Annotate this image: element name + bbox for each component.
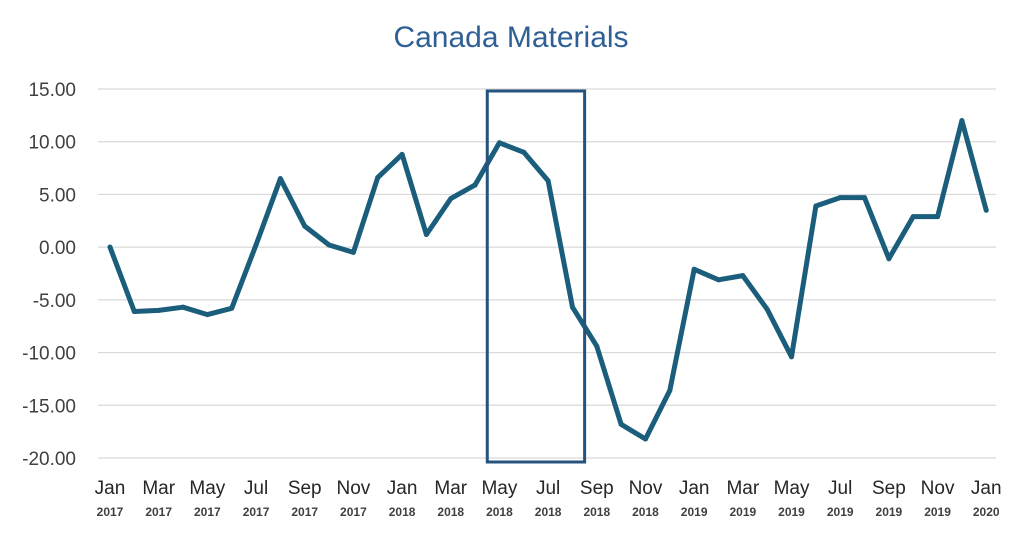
x-tick-year-label: 2018 [389, 505, 416, 519]
data-point [910, 214, 916, 220]
gridlines [98, 88, 996, 459]
y-tick-label: 5.00 [39, 185, 76, 206]
x-tick-year-label: 2018 [632, 505, 659, 519]
data-point [740, 273, 746, 279]
data-point [959, 118, 965, 124]
x-tick-year-label: 2017 [340, 505, 367, 519]
x-tick-year-label: 2017 [194, 505, 221, 519]
data-point [862, 195, 868, 201]
data-point [253, 242, 259, 248]
data-point [545, 178, 551, 184]
y-tick-label: -10.00 [22, 344, 76, 365]
x-tick-month-label: May [189, 478, 225, 499]
data-point [837, 195, 843, 201]
data-point [131, 308, 137, 314]
y-tick-label: -15.00 [22, 396, 76, 417]
y-tick-label: -5.00 [33, 291, 76, 312]
x-axis-tick-labels: Jan 2017 Mar 2017 May 2017 Jul 2017 Sep 2017 Nov 20… [95, 478, 1002, 519]
x-tick-year-label: 2019 [827, 505, 854, 519]
data-point [667, 388, 673, 394]
x-tick-year-label: 2019 [729, 505, 756, 519]
x-tick-month-label: Mar [726, 478, 759, 499]
x-tick-year-label: 2018 [486, 505, 513, 519]
x-tick-month-label: Sep [580, 478, 614, 499]
data-point [569, 304, 575, 310]
x-tick-month-label: Mar [142, 478, 175, 499]
x-tick-year-label: 2017 [291, 505, 318, 519]
data-point [886, 256, 892, 262]
data-point [642, 436, 648, 442]
x-tick-year-label: 2017 [145, 505, 172, 519]
x-tick-year-label: 2019 [778, 505, 805, 519]
data-point [594, 343, 600, 349]
data-point [204, 312, 210, 318]
data-point [350, 249, 356, 255]
data-point [156, 307, 162, 313]
highlight-layer [485, 89, 587, 464]
x-tick-month-label: Mar [434, 478, 467, 499]
x-tick-month-label: Nov [629, 478, 663, 499]
series-line [107, 118, 989, 442]
data-point [472, 182, 478, 188]
data-point [496, 140, 502, 146]
y-axis-tick-labels: 15.00 10.00 5.00 0.00 -5.00 -10.00 -15.00 -20.0… [22, 80, 76, 470]
data-point [521, 149, 527, 155]
x-tick-month-label: Jul [244, 478, 268, 499]
data-point [180, 304, 186, 310]
x-tick-year-label: 2018 [583, 505, 610, 519]
y-tick-label: 15.00 [28, 80, 76, 101]
data-point [448, 196, 454, 202]
data-point [277, 176, 283, 182]
data-point [813, 203, 819, 209]
x-tick-month-label: Jul [828, 478, 852, 499]
data-point [229, 305, 235, 311]
data-point [983, 207, 989, 213]
data-point [618, 421, 624, 427]
data-point [789, 354, 795, 360]
x-tick-month-label: Jan [971, 478, 1002, 499]
x-tick-month-label: Sep [872, 478, 906, 499]
data-point [423, 231, 429, 237]
x-tick-year-label: 2018 [535, 505, 562, 519]
data-point [326, 242, 332, 248]
x-tick-month-label: May [774, 478, 810, 499]
y-tick-label: 10.00 [28, 133, 76, 154]
data-point [399, 151, 405, 157]
x-tick-month-label: Nov [337, 478, 371, 499]
x-tick-month-label: Nov [921, 478, 955, 499]
y-tick-label: 0.00 [39, 238, 76, 259]
x-tick-month-label: Jan [95, 478, 126, 499]
x-tick-month-label: Jan [387, 478, 418, 499]
chart-title: Canada Materials [393, 21, 628, 54]
data-point [935, 214, 941, 220]
highlight-box [485, 89, 587, 464]
x-tick-year-label: 2017 [97, 505, 124, 519]
y-tick-label: -20.00 [22, 449, 76, 470]
data-point [107, 244, 113, 250]
x-tick-year-label: 2019 [924, 505, 951, 519]
x-tick-year-label: 2018 [437, 505, 464, 519]
data-point [764, 306, 770, 312]
data-point [375, 175, 381, 181]
data-point [302, 223, 308, 229]
series-layer [107, 118, 989, 442]
x-tick-month-label: Sep [288, 478, 322, 499]
x-tick-month-label: May [481, 478, 517, 499]
x-tick-year-label: 2019 [681, 505, 708, 519]
x-tick-year-label: 2019 [876, 505, 903, 519]
x-tick-month-label: Jan [679, 478, 710, 499]
data-point [716, 277, 721, 283]
data-point [691, 266, 697, 272]
x-tick-month-label: Jul [536, 478, 560, 499]
x-tick-year-label: 2017 [243, 505, 270, 519]
x-tick-year-label: 2020 [973, 505, 1000, 519]
